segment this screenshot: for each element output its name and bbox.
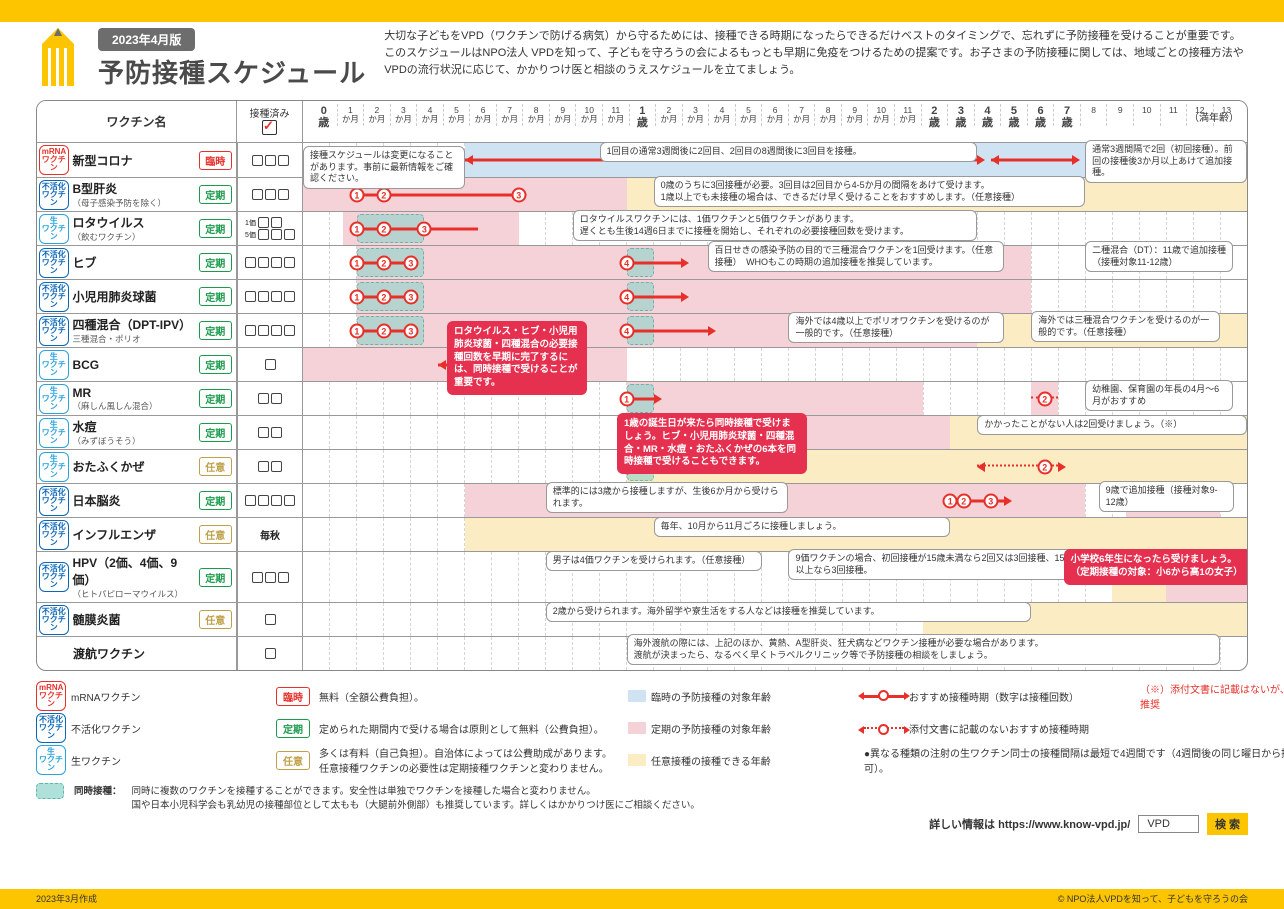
- check-boxes: [237, 246, 303, 279]
- timeline: 123451海外では4歳以上でポリオワクチンを受けるのが一般的です。（任意接種）…: [303, 314, 1247, 347]
- concurrent-note: 同時接種： 同時に複数のワクチンを接種することができます。安全性は単独でワクチン…: [0, 779, 1284, 811]
- top-border: [0, 0, 1284, 22]
- pencil-icon: [36, 28, 80, 86]
- check-boxes: [237, 348, 303, 381]
- timeline: 1234標準的には3歳から接種しますが、生後6か月から受けられます。9歳で追加接…: [303, 484, 1247, 517]
- check-boxes: [237, 382, 303, 415]
- vaccine-row: 不活化 ワクチンHPV（2価、4価、9価）（ヒトパピローマウイルス）定期男子は4…: [37, 551, 1247, 602]
- vaccine-row: 不活化 ワクチンインフルエンザ任意毎秋毎年、10月から11月ごろに接種しましょう…: [37, 517, 1247, 551]
- check-boxes: 1価5価: [237, 212, 303, 245]
- vaccine-row: 不活化 ワクチン四種混合（DPT-IPV）三種混合・ポリオ定期123451海外で…: [37, 313, 1247, 347]
- check-boxes: 毎秋: [237, 518, 303, 551]
- check-boxes: [237, 143, 303, 177]
- search-input[interactable]: VPD: [1138, 815, 1199, 833]
- timeline: 12幼稚園、保育園の年長の4月〜6月がおすすめ: [303, 382, 1247, 415]
- footer: 2023年3月作成 © NPO法人VPDを知って、子どもを守ろうの会: [0, 889, 1284, 909]
- col-vaccine-name: ワクチン名: [37, 101, 237, 142]
- search-button[interactable]: 検 索: [1207, 813, 1248, 835]
- vaccine-row: 不活化 ワクチンB型肝炎（母子感染予防を除く）定期1230歳のうちに3回接種が必…: [37, 177, 1247, 211]
- info-url: 詳しい情報は https://www.know-vpd.jp/: [929, 816, 1130, 832]
- main-title: 予防接種スケジュール: [98, 53, 366, 90]
- info-url-row: 詳しい情報は https://www.know-vpd.jp/ VPD 検 索: [0, 811, 1284, 837]
- title-block: 2023年4月版 予防接種スケジュール: [98, 28, 366, 90]
- checkmark-icon: [262, 120, 277, 135]
- vaccine-row: 生 ワクチンBCG定期: [37, 347, 1247, 381]
- timeline: 毎年、10月から11月ごろに接種しましょう。: [303, 518, 1247, 551]
- check-boxes: [237, 637, 303, 670]
- schedule-table: ワクチン名 接種済み （満年齢） 0 歳1 か月2 か月3 か月4 か月5 か月…: [0, 100, 1284, 675]
- vaccine-row: 不活化 ワクチンヒブ定期1234百日せきの感染予防の目的で三種混合ワクチンを1回…: [37, 245, 1247, 279]
- check-boxes: [237, 280, 303, 313]
- timeline: 2歳から受けられます。海外留学や寮生活をする人などは接種を推奨しています。: [303, 603, 1247, 636]
- vaccine-row: 渡航ワクチン海外渡航の際には、上記のほか、黄熱、A型肝炎、狂犬病などワクチン接種…: [37, 636, 1247, 670]
- copyright: © NPO法人VPDを知って、子どもを守ろうの会: [1058, 892, 1248, 906]
- check-boxes: [237, 484, 303, 517]
- page: 2023年4月版 予防接種スケジュール 大切な子どもをVPD（ワクチンで防げる病…: [0, 0, 1284, 909]
- check-boxes: [237, 603, 303, 636]
- timeline: 1234: [303, 280, 1247, 313]
- col-checked: 接種済み: [237, 101, 303, 142]
- header: 2023年4月版 予防接種スケジュール 大切な子どもをVPD（ワクチンで防げる病…: [0, 22, 1284, 100]
- timeline: [303, 348, 1247, 381]
- vaccine-row: 生 ワクチンロタウイルス（飲むワクチン）定期1価5価123ロタウイルスワクチンに…: [37, 211, 1247, 245]
- check-boxes: [237, 314, 303, 347]
- version-badge: 2023年4月版: [98, 28, 195, 51]
- vaccine-row: mRNA ワクチン新型コロナ臨時接種スケジュールは変更になることがあります。事前…: [37, 143, 1247, 177]
- timeline: 1234百日せきの感染予防の目的で三種混合ワクチンを1回受けます。（任意接種） …: [303, 246, 1247, 279]
- legend: mRNA ワクチンmRNAワクチン 臨時無料（全額公費負担）。 臨時の予防接種の…: [0, 675, 1284, 779]
- vaccine-row: 不活化 ワクチン小児用肺炎球菌定期1234: [37, 279, 1247, 313]
- intro-text: 大切な子どもをVPD（ワクチンで防げる病気）から守るためには、接種できる時期にな…: [384, 28, 1248, 79]
- concurrent-swatch: [36, 783, 64, 799]
- created-date: 2023年3月作成: [36, 892, 97, 906]
- vaccine-row: 不活化 ワクチン髄膜炎菌任意2歳から受けられます。海外留学や寮生活をする人などは…: [37, 602, 1247, 636]
- check-boxes: [237, 416, 303, 449]
- age-header: （満年齢） 0 歳1 か月2 か月3 か月4 か月5 か月6 か月7 か月8 か…: [303, 101, 1247, 142]
- timeline: 海外渡航の際には、上記のほか、黄熱、A型肝炎、狂犬病などワクチン接種が必要な場合…: [303, 637, 1247, 670]
- check-boxes: [237, 178, 303, 211]
- timeline: 男子は4価ワクチンを受けられます。（任意接種）9価ワクチンの場合、初回接種が15…: [303, 552, 1247, 602]
- vaccine-row: 生 ワクチンMR（麻しん風しん混合）定期12幼稚園、保育園の年長の4月〜6月がお…: [37, 381, 1247, 415]
- vaccine-row: 不活化 ワクチン日本脳炎定期1234標準的には3歳から接種しますが、生後6か月か…: [37, 483, 1247, 517]
- timeline: 接種スケジュールは変更になることがあります。事前に最新情報をご確認ください。1回…: [303, 143, 1247, 177]
- header-row: ワクチン名 接種済み （満年齢） 0 歳1 か月2 か月3 か月4 か月5 か月…: [37, 101, 1247, 143]
- check-boxes: [237, 450, 303, 483]
- check-boxes: [237, 552, 303, 602]
